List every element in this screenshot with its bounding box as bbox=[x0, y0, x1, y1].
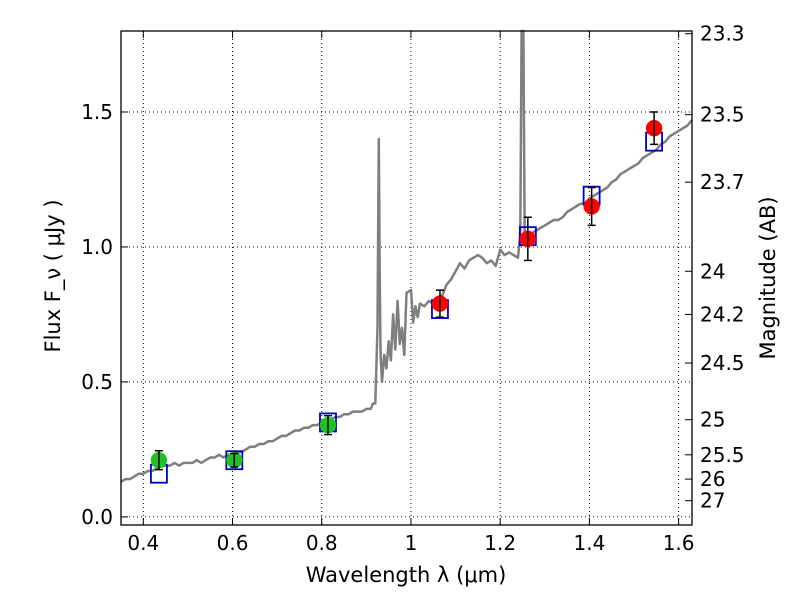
y-tick-label: 1.0 bbox=[81, 235, 113, 259]
x-tick-label: 0.4 bbox=[127, 531, 159, 555]
spectrum-line bbox=[120, 29, 693, 483]
magnitude-axis-label: Magnitude (AB) bbox=[756, 196, 780, 359]
ticks: 0.4 0.6 0.8 1 1.2 1.4 1.6 0.0 0.5 1.0 1.5 23.3 23.5 2… bbox=[81, 22, 744, 555]
x-axis-label: Wavelength λ (μm) bbox=[306, 563, 507, 587]
y-axis-label: Flux F_ν ( μJy ) bbox=[41, 199, 66, 352]
magnitude-tick-label: 23.5 bbox=[700, 103, 745, 127]
magnitude-tick-label: 25.5 bbox=[700, 443, 745, 467]
y-tick-label: 0.0 bbox=[81, 505, 113, 529]
magnitude-tick-label: 24 bbox=[700, 259, 725, 283]
magnitude-tick-label: 27 bbox=[700, 489, 725, 513]
series-layer bbox=[120, 29, 693, 484]
x-tick-label: 0.6 bbox=[217, 531, 249, 555]
magnitude-tick-label: 24.5 bbox=[700, 351, 745, 375]
magnitude-tick-label: 26 bbox=[700, 467, 725, 491]
grid-lines bbox=[121, 31, 692, 525]
magnitude-tick-label: 25 bbox=[700, 408, 725, 432]
y-tick-label: 0.5 bbox=[81, 370, 113, 394]
x-tick-label: 0.8 bbox=[306, 531, 338, 555]
magnitude-tick-label: 24.2 bbox=[700, 302, 745, 326]
magnitude-tick-label: 23.3 bbox=[700, 22, 745, 46]
magnitude-tick-label: 23.7 bbox=[700, 170, 745, 194]
x-tick-label: 1.6 bbox=[663, 531, 695, 555]
y-tick-label: 1.5 bbox=[81, 100, 113, 124]
axes bbox=[120, 30, 693, 526]
x-tick-label: 1.4 bbox=[573, 531, 605, 555]
x-tick-label: 1.2 bbox=[484, 531, 516, 555]
plot-frame bbox=[120, 30, 693, 526]
x-tick-label: 1 bbox=[405, 531, 418, 555]
